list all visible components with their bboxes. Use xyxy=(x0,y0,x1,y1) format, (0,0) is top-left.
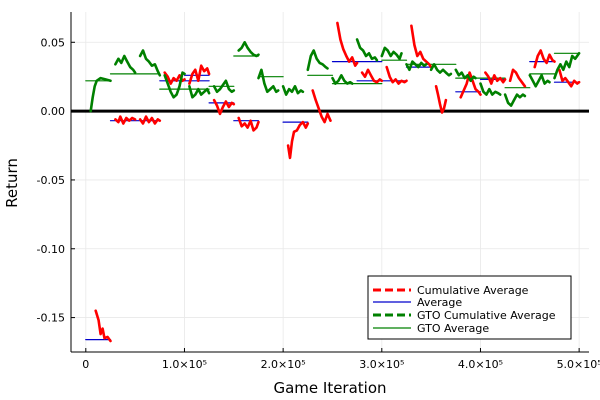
gto-cumulative-average-line-segment xyxy=(380,46,403,61)
gto-cumulative-average-line-segment xyxy=(405,60,428,72)
cumulative-average-line-segment xyxy=(533,49,556,69)
cumulative-average-line-segment xyxy=(484,71,507,85)
cumulative-average-line-segment xyxy=(385,65,408,85)
cumulative-average-line-segment xyxy=(114,115,137,125)
series-gto-cumulative-average xyxy=(89,38,581,113)
y-tick-label: 0.00 xyxy=(41,105,66,118)
gto-cumulative-average-line-segment xyxy=(454,68,477,83)
series-layer xyxy=(85,21,581,343)
gto-cumulative-average-line-segment xyxy=(306,49,329,72)
gto-cumulative-average-line-segment xyxy=(503,93,527,107)
x-tick-label: 2.0×10⁵ xyxy=(261,358,306,371)
x-tick-label: 1.0×10⁵ xyxy=(162,358,207,371)
gto-cumulative-average-line-segment xyxy=(89,76,112,113)
cumulative-average-line-segment xyxy=(558,68,581,88)
gto-cumulative-average-line-segment xyxy=(163,71,186,99)
cumulative-average-line-segment xyxy=(360,68,384,84)
cumulative-average-line-segment xyxy=(212,98,236,116)
y-ticks: 0.05 0.00 -0.05 -0.10 -0.15 xyxy=(37,36,75,325)
legend-label-gto-average: GTO Average xyxy=(417,322,489,335)
gto-cumulative-average-line-segment xyxy=(188,85,211,99)
gto-cumulative-average-line-segment xyxy=(114,54,137,74)
cumulative-average-line-segment xyxy=(410,24,433,69)
x-tick-label: 3.0×10⁵ xyxy=(359,358,404,371)
y-tick-label: -0.10 xyxy=(37,243,65,256)
cumulative-average-line-segment xyxy=(188,64,211,85)
x-ticks: 0 1.0×10⁵ 2.0×10⁵ 3.0×10⁵ 4.0×10⁵ 5.0×10⁵ xyxy=(82,348,600,371)
cumulative-average-line-segment xyxy=(434,85,448,114)
cumulative-average-line-segment xyxy=(138,115,162,125)
gto-cumulative-average-line-segment xyxy=(138,49,162,77)
legend-label-cumulative-average: Cumulative Average xyxy=(417,284,529,297)
y-tick-label: -0.05 xyxy=(37,174,65,187)
gto-cumulative-average-line-segment xyxy=(257,68,280,94)
cumulative-average-line-segment xyxy=(311,89,332,124)
gto-cumulative-average-line-segment xyxy=(212,79,236,94)
gto-cumulative-average-line-segment xyxy=(528,74,551,88)
legend-label-average: Average xyxy=(417,296,462,309)
x-tick-label: 0 xyxy=(82,358,89,371)
legend: Cumulative Average Average GTO Cumulativ… xyxy=(367,275,572,340)
gto-cumulative-average-line-segment xyxy=(331,74,354,85)
y-axis-label: Return xyxy=(3,158,21,208)
x-axis-label: Game Iteration xyxy=(273,379,386,397)
gto-cumulative-average-line-segment xyxy=(355,38,379,62)
gto-cumulative-average-line-segment xyxy=(479,82,502,96)
cumulative-average-line-segment xyxy=(286,120,310,160)
cumulative-average-line-segment xyxy=(94,309,112,343)
y-tick-label: -0.15 xyxy=(37,312,65,325)
cumulative-average-line-segment xyxy=(459,71,482,99)
gto-cumulative-average-line-segment xyxy=(281,85,305,96)
cumulative-average-line-segment xyxy=(237,116,260,132)
x-tick-label: 4.0×10⁵ xyxy=(458,358,503,371)
gto-cumulative-average-line-segment xyxy=(553,51,581,80)
x-tick-label: 5.0×10⁵ xyxy=(557,358,600,371)
cumulative-average-line-segment xyxy=(508,68,527,88)
cumulative-average-line-segment xyxy=(336,21,359,67)
y-tick-label: 0.05 xyxy=(41,36,66,49)
axes xyxy=(70,12,589,353)
gto-cumulative-average-line-segment xyxy=(429,63,453,77)
legend-label-gto-cumulative-average: GTO Cumulative Average xyxy=(417,309,556,322)
gto-cumulative-average-line-segment xyxy=(237,40,260,58)
